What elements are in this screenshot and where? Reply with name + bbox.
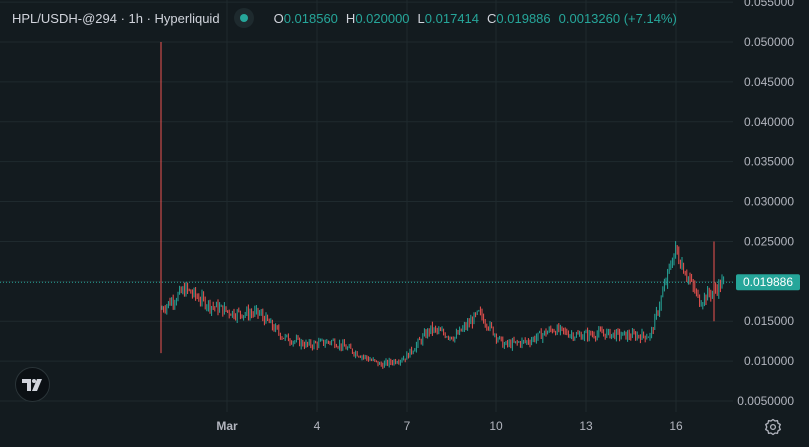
y-tick-label: 0.040000 (744, 115, 794, 129)
tradingview-logo-icon (21, 378, 42, 391)
candle-series (160, 42, 725, 369)
open-value: 0.018560 (283, 10, 338, 26)
y-tick-label: 0.050000 (744, 35, 794, 49)
x-tick-label: 10 (489, 419, 503, 433)
close-value: 0.019886 (496, 10, 551, 26)
symbol-title[interactable]: HPL/USDH-@294 · 1h · Hyperliquid (12, 10, 220, 26)
last-price-badge: 0.019886 (736, 274, 800, 291)
last-price-label: 0.019886 (743, 275, 793, 289)
x-tick-label: 7 (404, 419, 411, 433)
y-tick-label: 0.0050000 (737, 394, 794, 408)
y-tick-label: 0.035000 (744, 155, 794, 169)
y-tick-label: 0.045000 (744, 75, 794, 89)
x-tick-label: 16 (669, 419, 683, 433)
market-status-indicator[interactable] (233, 8, 254, 28)
symbol-legend: HPL/USDH-@294 · 1h · Hyperliquid O 0.0185… (12, 8, 677, 28)
y-tick-label: 0.055000 (744, 0, 794, 9)
tradingview-logo[interactable] (15, 367, 50, 402)
x-tick-label: 13 (579, 419, 593, 433)
high-key: H (345, 10, 356, 26)
gear-icon[interactable] (764, 418, 782, 436)
high-value: 0.020000 (355, 10, 410, 26)
y-tick-label: 0.025000 (744, 234, 794, 248)
y-tick-label: 0.030000 (744, 195, 794, 209)
close-key: C (487, 10, 497, 26)
open-key: O (273, 10, 284, 26)
x-tick-label: Mar (216, 419, 238, 433)
low-value: 0.017414 (424, 10, 480, 26)
y-tick-label: 0.015000 (744, 314, 794, 328)
low-key: L (417, 10, 425, 26)
y-tick-label: 0.010000 (744, 354, 794, 368)
market-open-dot (239, 14, 248, 22)
x-tick-label: 4 (314, 419, 321, 433)
change-value: 0.0013260 (+7.14%) (558, 10, 677, 26)
